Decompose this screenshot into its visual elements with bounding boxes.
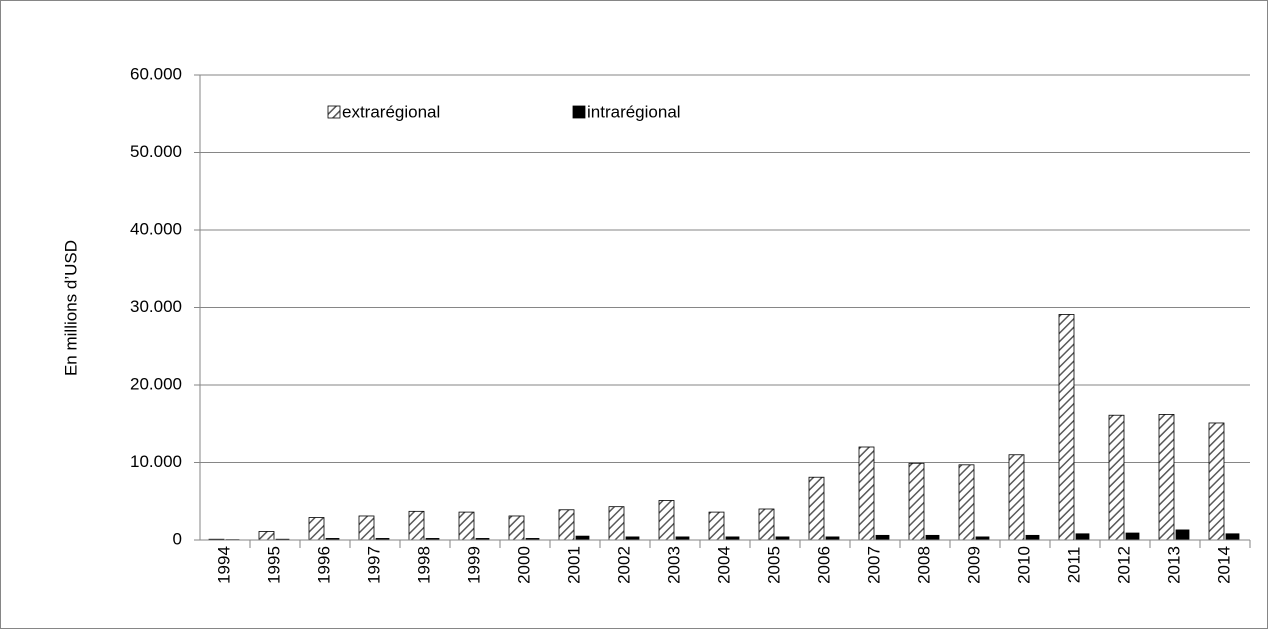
bar	[1208, 422, 1225, 541]
x-tick-label: 2007	[864, 546, 883, 584]
x-tick-label: 1999	[464, 546, 483, 584]
bar	[308, 517, 325, 541]
bar	[1058, 314, 1075, 541]
y-tick-label: 60.000	[130, 64, 182, 83]
bar	[908, 462, 925, 541]
y-tick-label: 0	[173, 529, 182, 548]
x-tick-label: 1997	[364, 546, 383, 584]
bar	[358, 515, 375, 541]
bar	[408, 510, 425, 541]
x-tick-label: 2011	[1064, 547, 1083, 584]
bar	[1008, 454, 1025, 541]
bar	[708, 511, 725, 541]
bar	[858, 446, 875, 541]
x-tick-label: 2006	[814, 546, 833, 584]
x-tick-label: 2005	[764, 546, 783, 584]
y-axis-title: En millions d’USD	[61, 240, 80, 376]
x-tick-label: 1994	[214, 546, 233, 584]
x-tick-label: 1998	[414, 546, 433, 584]
bar	[808, 476, 825, 541]
bar	[575, 535, 590, 541]
bar	[758, 508, 775, 541]
x-tick-label: 1995	[264, 546, 283, 584]
legend-label: extrarégional	[342, 102, 440, 121]
legend-swatch	[572, 105, 586, 119]
x-tick-label: 2008	[914, 546, 933, 584]
bar	[508, 515, 525, 541]
x-tick-label: 1996	[314, 546, 333, 584]
bar	[925, 534, 940, 541]
x-tick-label: 2014	[1214, 546, 1233, 584]
y-tick-label: 30.000	[130, 297, 182, 316]
legend-swatch	[327, 105, 341, 119]
x-tick-label: 2003	[664, 546, 683, 584]
x-tick-label: 2010	[1014, 546, 1033, 584]
y-tick-label: 10.000	[130, 452, 182, 471]
bar	[458, 511, 475, 541]
bar	[1158, 414, 1175, 541]
x-tick-label: 2000	[514, 546, 533, 584]
bar	[1075, 533, 1090, 541]
bar	[558, 509, 575, 541]
y-tick-label: 40.000	[130, 219, 182, 238]
x-tick-label: 2012	[1114, 546, 1133, 584]
bar	[658, 500, 675, 541]
bar	[1225, 533, 1240, 541]
y-tick-label: 50.000	[130, 142, 182, 161]
bar	[1108, 414, 1125, 541]
legend-label: intrarégional	[587, 102, 681, 121]
bar	[608, 506, 625, 541]
bar	[1025, 534, 1040, 541]
bar	[1175, 529, 1190, 541]
x-tick-label: 2002	[614, 546, 633, 584]
bar	[875, 534, 890, 541]
x-tick-label: 2009	[964, 546, 983, 584]
x-tick-label: 2001	[564, 546, 583, 584]
y-tick-label: 20.000	[130, 374, 182, 393]
bar	[258, 531, 275, 541]
bar	[1125, 532, 1140, 541]
x-tick-label: 2013	[1164, 546, 1183, 584]
x-tick-label: 2004	[714, 546, 733, 584]
bar	[958, 464, 975, 541]
